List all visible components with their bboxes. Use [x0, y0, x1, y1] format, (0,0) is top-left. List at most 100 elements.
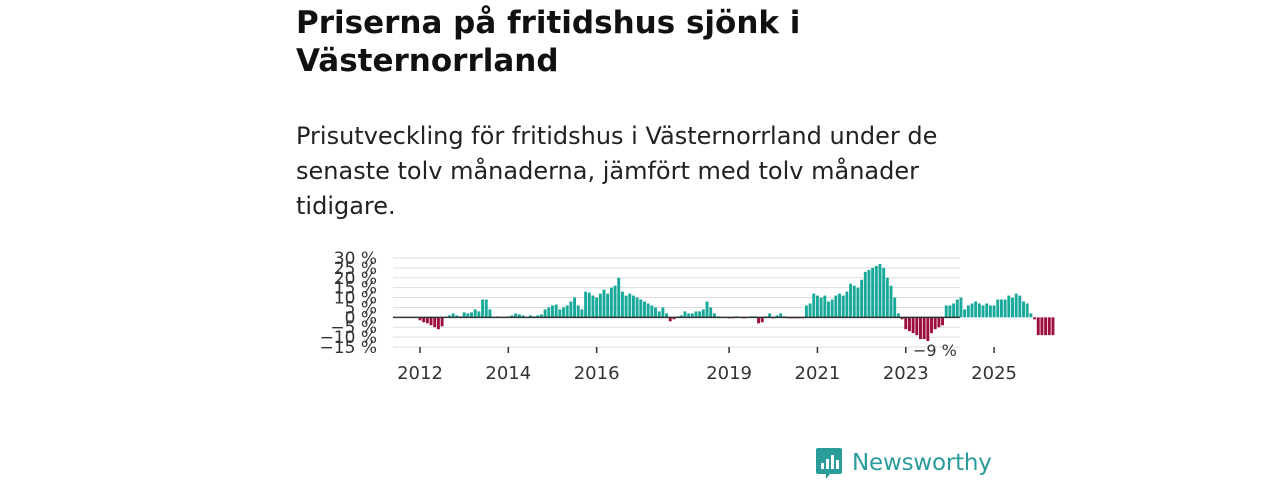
bar: [871, 267, 875, 318]
bar: [966, 305, 970, 318]
last-value-label: −9 %: [913, 341, 957, 360]
bar: [893, 297, 897, 318]
bar: [425, 317, 429, 324]
bar-chart: 30 %25 %20 %15 %10 %5 %0 %−5 %−10 %−15 %…: [320, 249, 1055, 384]
bar: [466, 313, 470, 318]
bar: [455, 315, 459, 318]
bar: [558, 309, 562, 318]
bar: [551, 305, 554, 318]
bar: [922, 317, 926, 340]
bar: [1003, 299, 1007, 318]
bar: [819, 297, 823, 318]
bar: [635, 297, 639, 318]
bar: [650, 305, 654, 318]
bar: [830, 299, 834, 318]
bar: [576, 305, 580, 318]
bar: [595, 297, 599, 318]
bar: [418, 317, 422, 321]
bar: [904, 317, 908, 330]
bar: [488, 309, 492, 318]
bar: [970, 303, 974, 318]
bar: [433, 317, 437, 328]
bar: [896, 313, 900, 318]
bar: [815, 295, 819, 318]
bar: [624, 295, 628, 318]
bar: [470, 312, 473, 318]
bar: [852, 285, 856, 318]
bar: [834, 295, 838, 318]
bar: [878, 263, 882, 318]
bar: [683, 311, 687, 318]
bar: [1029, 313, 1033, 318]
bar: [429, 317, 433, 326]
chart-title: Priserna på fritidshus sjönk i Västernor…: [296, 5, 801, 79]
bar: [602, 289, 606, 318]
bar: [863, 271, 867, 318]
bar: [1047, 317, 1051, 336]
bar: [712, 313, 716, 318]
bar: [974, 301, 978, 318]
bar: [992, 305, 996, 318]
bar: [915, 317, 919, 336]
y-tick-label: 10 %: [334, 289, 377, 309]
y-tick-label: −10 %: [320, 328, 377, 348]
bar: [690, 313, 694, 318]
bar: [657, 311, 661, 318]
bar: [775, 315, 779, 318]
bar: [1033, 317, 1037, 320]
bar: [514, 313, 518, 318]
bar: [580, 309, 584, 318]
bar: [554, 304, 558, 318]
bar: [1025, 303, 1029, 318]
chart-subtitle: Prisutveckling för fritidshus i Västerno…: [296, 122, 938, 220]
bar: [944, 305, 948, 318]
bar: [584, 291, 588, 318]
bar: [562, 307, 565, 318]
bar: [937, 317, 941, 328]
newsworthy-logo-text: Newsworthy: [852, 450, 992, 476]
bar: [436, 317, 440, 330]
bar: [760, 317, 764, 323]
bar: [617, 277, 621, 318]
x-tick-label: 2021: [795, 363, 841, 384]
bar: [573, 297, 577, 318]
bar: [999, 299, 1003, 318]
bar: [977, 303, 981, 318]
bar: [963, 309, 967, 318]
bar: [569, 301, 573, 318]
bar: [1018, 295, 1022, 318]
bar: [996, 299, 1000, 318]
bar: [451, 313, 455, 318]
bar: [672, 317, 676, 320]
bar: [473, 309, 477, 318]
bar: [462, 312, 466, 318]
bar: [804, 305, 808, 318]
y-tick-label: 0 %: [345, 308, 377, 328]
bar: [705, 301, 709, 318]
bar: [1011, 297, 1014, 318]
bar: [1036, 317, 1040, 336]
bar: [933, 317, 937, 330]
bar: [484, 299, 488, 318]
y-tick-label: 20 %: [334, 269, 377, 289]
bar: [757, 317, 761, 324]
bar: [620, 291, 624, 318]
newsworthy-logo[interactable]: Newsworthy: [815, 446, 992, 480]
bar: [447, 315, 451, 318]
bar: [841, 295, 845, 318]
bar: [907, 317, 911, 332]
bar: [860, 279, 864, 318]
bar: [687, 313, 691, 318]
bar: [481, 299, 485, 318]
bar: [701, 309, 705, 318]
axes: 30 %25 %20 %15 %10 %5 %0 %−5 %−10 %−15 %…: [320, 249, 1017, 384]
bar: [613, 285, 617, 318]
bar: [1014, 293, 1018, 318]
bar: [874, 265, 878, 318]
bar: [598, 293, 602, 318]
bar: [694, 311, 698, 318]
bar: [646, 303, 650, 318]
bar: [639, 299, 643, 318]
bar: [665, 313, 669, 318]
bar: [587, 292, 591, 318]
